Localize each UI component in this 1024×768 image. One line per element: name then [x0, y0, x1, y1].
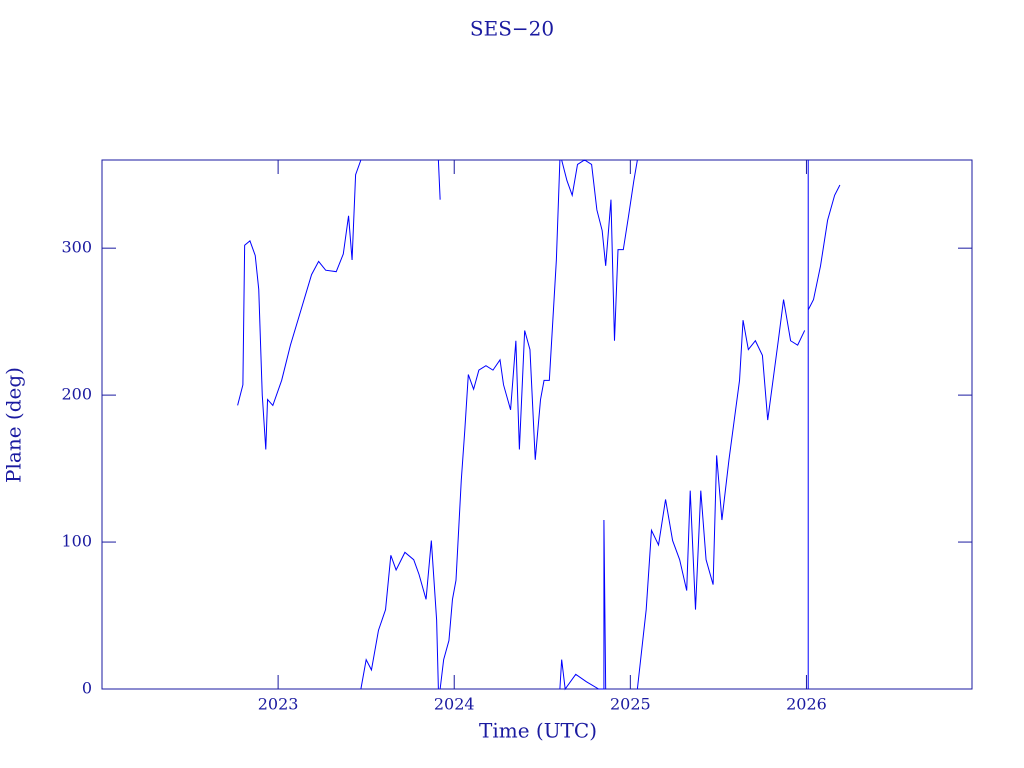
x-tick-label: 2024	[434, 695, 475, 714]
x-axis-label: Time (UTC)	[479, 719, 597, 743]
x-tick-label: 2026	[786, 695, 827, 714]
plot-frame	[101, 159, 973, 690]
y-tick-label: 300	[61, 238, 92, 257]
y-tick-label: 200	[61, 385, 92, 404]
x-tick-label: 2023	[258, 695, 299, 714]
x-tick-label: 2025	[610, 695, 651, 714]
chart-title: SES−20	[470, 17, 554, 41]
data-line	[237, 159, 841, 691]
y-tick-label: 0	[82, 679, 92, 698]
y-tick-label: 100	[61, 532, 92, 551]
y-axis-label: Plane (deg)	[2, 367, 26, 483]
